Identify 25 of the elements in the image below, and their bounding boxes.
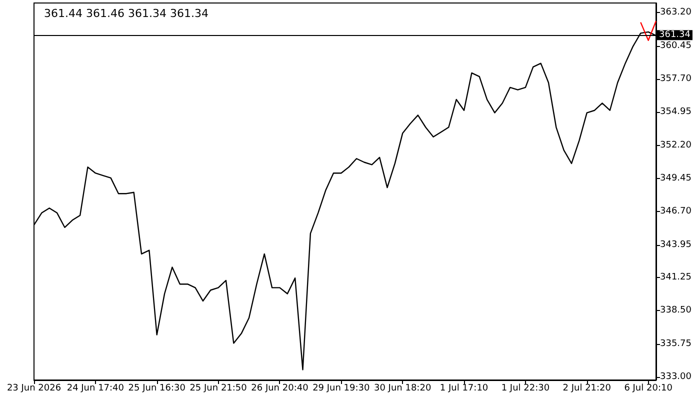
y-tick-label: 354.95 (660, 107, 692, 118)
y-tick-label: 335.75 (660, 338, 692, 349)
x-tick-label: 25 Jun 16:30 (128, 384, 186, 394)
x-tick-label: 6 Jul 20:10 (624, 384, 673, 394)
x-tick-label: 23 Jun 2026 (6, 384, 62, 394)
x-tick-label: 24 Jun 17:40 (66, 384, 124, 394)
x-tick-label: 29 Jun 19:30 (312, 384, 370, 394)
x-tick-label: 2 Jul 21:20 (562, 384, 612, 394)
x-tick-label: 30 Jun 18:20 (374, 384, 432, 394)
y-tick-label: 343.95 (660, 240, 692, 250)
y-tick-label: 346.70 (660, 206, 692, 217)
y-tick-label: 333.00 (660, 372, 692, 382)
y-tick-label: 363.20 (660, 8, 692, 18)
y-tick-label: 360.45 (660, 40, 692, 51)
x-tick-label: 25 Jun 21:50 (190, 384, 248, 394)
y-tick-label: 338.50 (660, 306, 692, 316)
x-tick-label: 26 Jun 20:40 (251, 384, 309, 394)
ref-line-label: 361.34 (659, 30, 691, 40)
y-tick-label: 352.20 (660, 140, 692, 150)
x-tick-label: 1 Jul 17:10 (440, 384, 488, 394)
y-tick-label: 357.70 (660, 74, 692, 84)
y-tick-label: 341.25 (660, 272, 692, 282)
annotation: 361.44 361.46 361.34 361.34 (44, 7, 208, 20)
x-tick-label: 1 Jul 22:30 (501, 384, 550, 394)
y-tick-label: 349.45 (660, 174, 692, 184)
